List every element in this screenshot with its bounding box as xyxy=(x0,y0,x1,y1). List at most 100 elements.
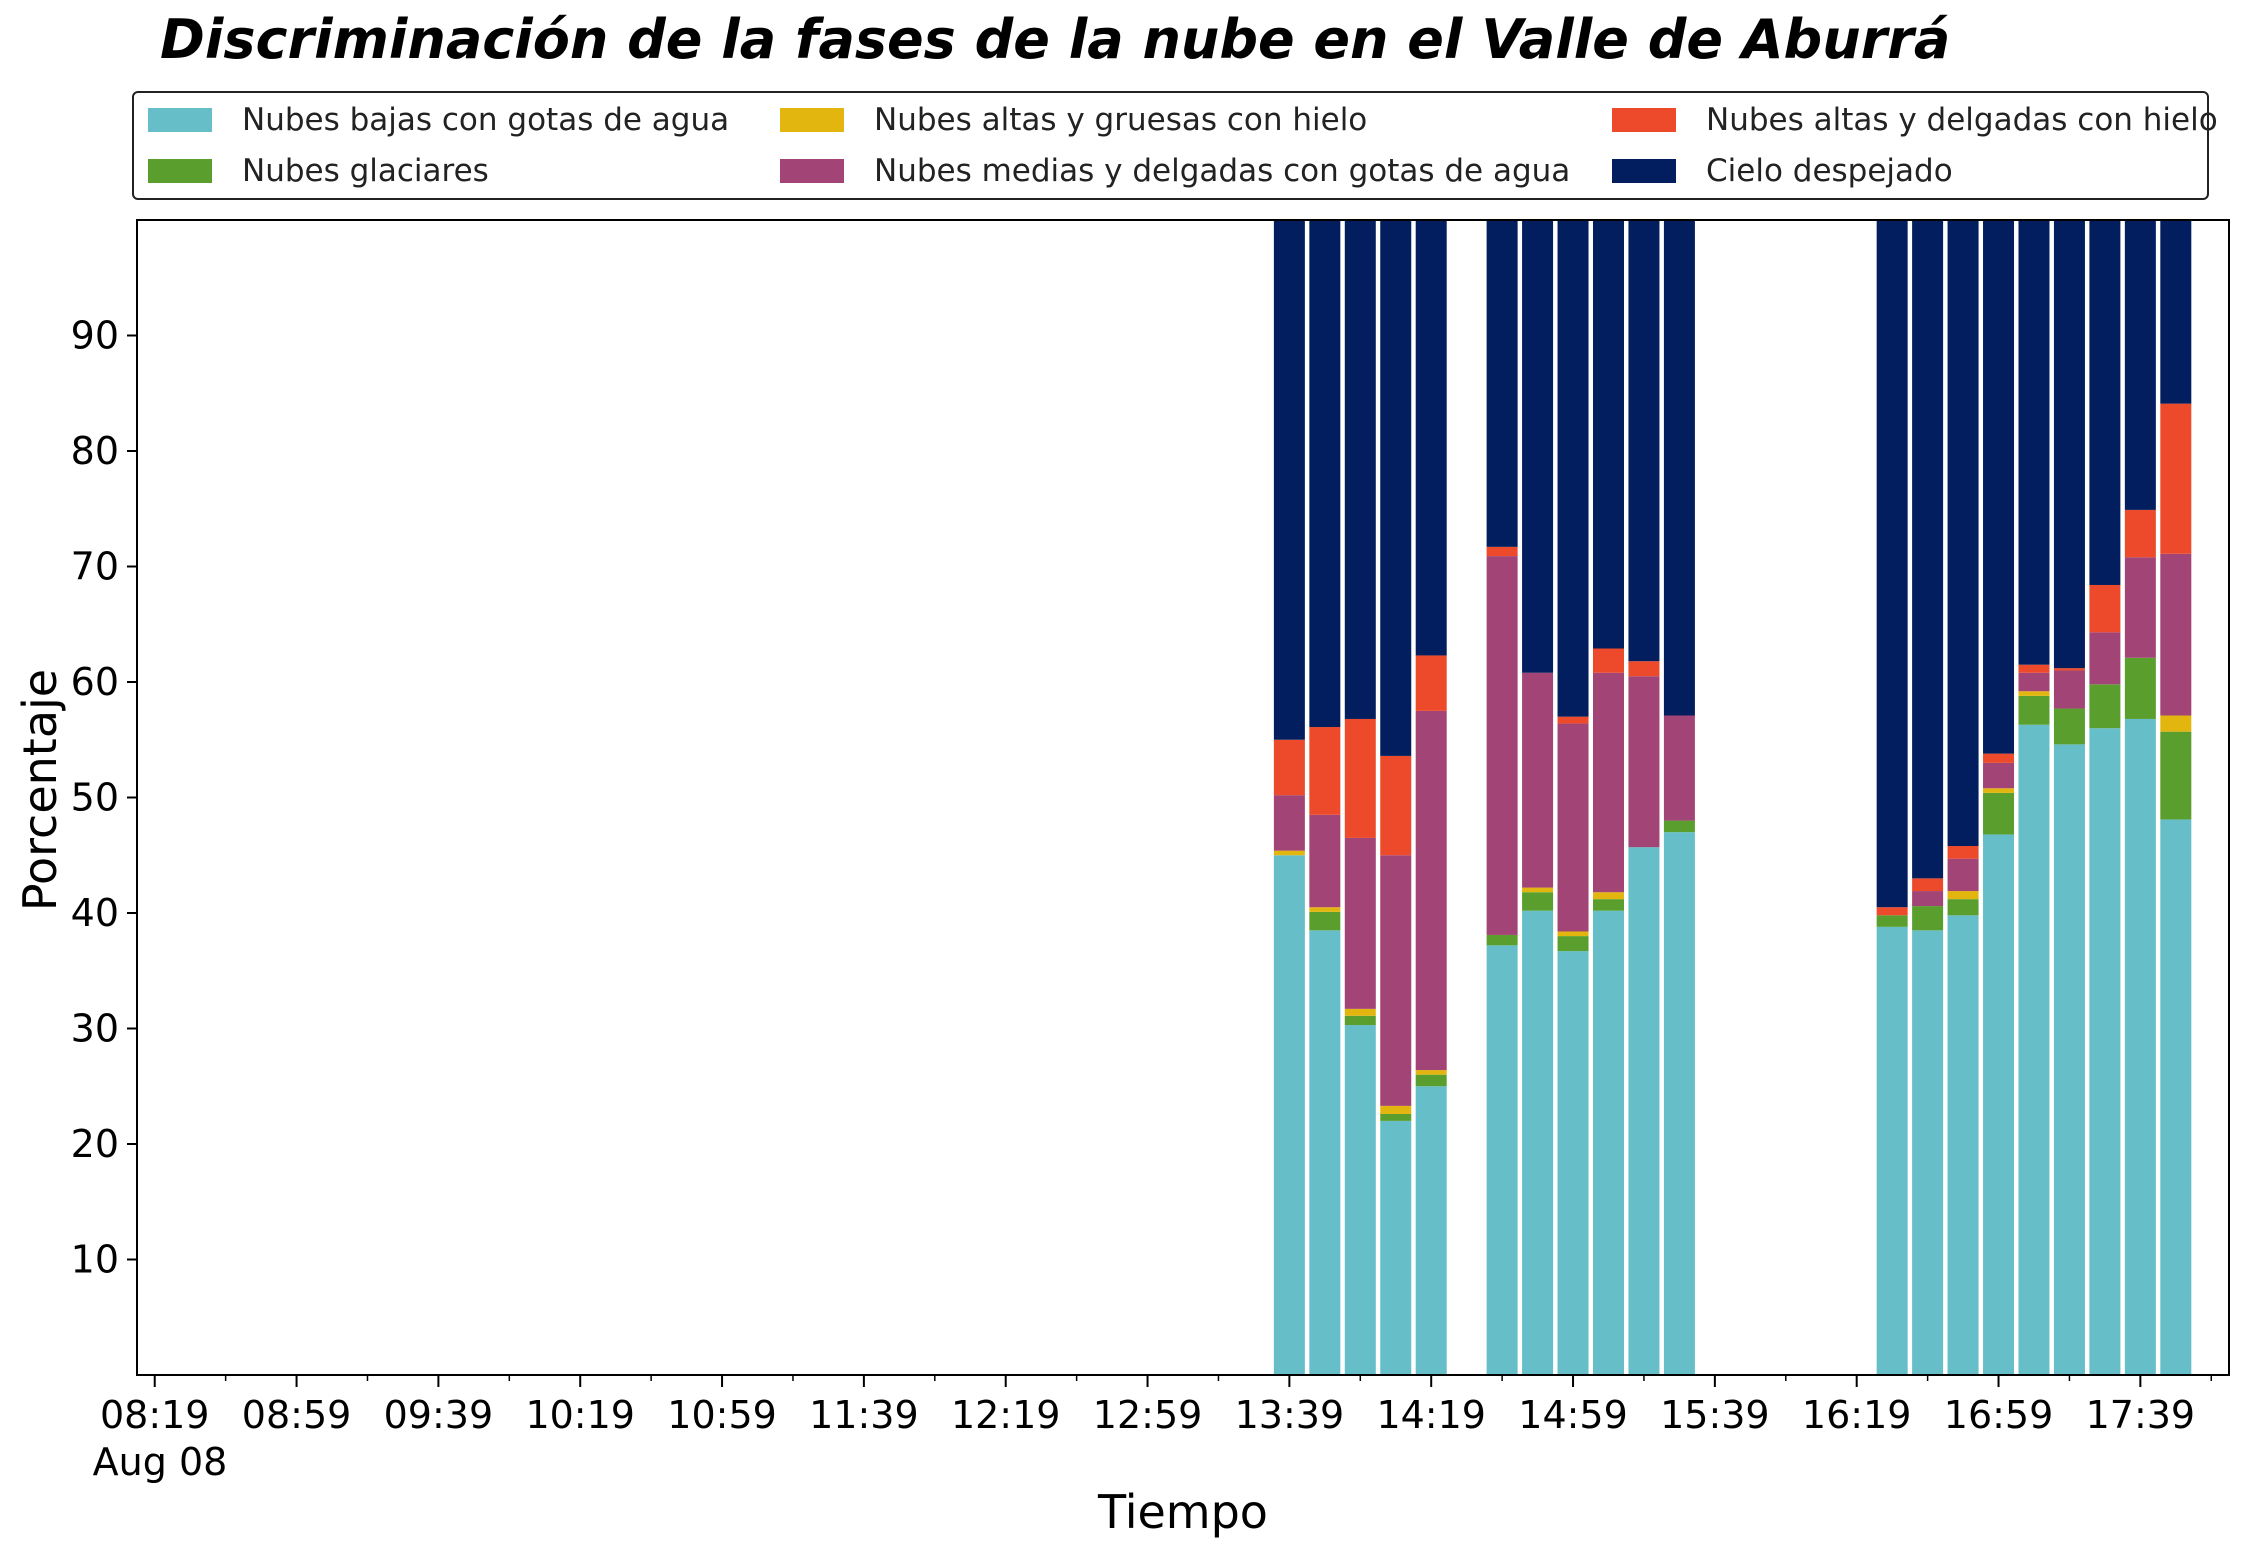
bar-segment xyxy=(1380,1120,1412,1375)
bar-segment xyxy=(1557,936,1589,952)
bar-segment xyxy=(1273,795,1305,851)
bar-segment xyxy=(1486,556,1518,935)
bar-segment xyxy=(1309,907,1341,912)
bar-segment xyxy=(1628,676,1660,848)
bar-segment xyxy=(2018,695,2050,725)
bar-segment xyxy=(1486,546,1518,557)
bar-segment xyxy=(1344,837,1376,1009)
bar-segment xyxy=(1415,220,1447,656)
legend-swatch xyxy=(780,108,844,132)
bar-segment xyxy=(2089,584,2121,633)
bar-segment xyxy=(2089,220,2121,585)
bar-segment xyxy=(1415,1074,1447,1087)
x-tick-label: 13:39 xyxy=(1235,1393,1345,1437)
bar-segment xyxy=(1876,926,1908,1375)
bar-segment xyxy=(1486,945,1518,1375)
x-tick-label: 16:59 xyxy=(1944,1393,2054,1437)
bar-segment xyxy=(1415,1086,1447,1375)
bar-segment xyxy=(2160,731,2192,820)
x-tick-label: 17:39 xyxy=(2086,1393,2196,1437)
bar-segment xyxy=(1380,855,1412,1106)
bar-segment xyxy=(1344,1015,1376,1026)
bar-segment xyxy=(1983,792,2015,835)
bar-segment xyxy=(1557,220,1589,717)
bar-segment xyxy=(1592,899,1624,911)
bar-segment xyxy=(1592,672,1624,893)
bar-segment xyxy=(1486,220,1518,547)
x-tick-label: 14:59 xyxy=(1518,1393,1628,1437)
bar-segment xyxy=(1522,887,1554,893)
bar-segment xyxy=(1522,910,1554,1375)
bar-segment xyxy=(1486,934,1518,946)
bar-segment xyxy=(1912,878,1944,892)
bar-segment xyxy=(2018,672,2050,692)
bar-segment xyxy=(2124,657,2156,719)
bar-segment xyxy=(1273,220,1305,740)
legend-label: Nubes altas y gruesas con hielo xyxy=(874,102,1368,138)
bar-segment xyxy=(2053,744,2085,1375)
bar-segment xyxy=(2160,715,2192,732)
bar-segment xyxy=(1876,915,1908,927)
y-tick-label: 10 xyxy=(71,1238,119,1282)
bar-segment xyxy=(2053,220,2085,669)
legend-label: Nubes medias y delgadas con gotas de agu… xyxy=(874,153,1571,189)
bar-segment xyxy=(2053,670,2085,709)
bar-segment xyxy=(1628,847,1660,1375)
legend-item-high-thin-ice: Nubes altas y delgadas con hielo xyxy=(1612,100,2218,140)
legend-label: Nubes bajas con gotas de agua xyxy=(242,102,730,138)
legend-label: Cielo despejado xyxy=(1706,153,1953,189)
legend-swatch xyxy=(1612,159,1676,183)
bar-segment xyxy=(1522,220,1554,673)
bar-segment xyxy=(1592,892,1624,900)
legend-label: Nubes altas y delgadas con hielo xyxy=(1706,102,2218,138)
x-axis: 08:19 08:59 09:39 10:19 10:59 11:39 12:19 12:59… xyxy=(100,1375,2213,1437)
bar-segment xyxy=(1309,727,1341,815)
x-tick-label: 08:19 xyxy=(100,1393,210,1437)
bar-segment xyxy=(1557,716,1589,724)
bar-segment xyxy=(2124,509,2156,558)
bar-segment xyxy=(1983,788,2015,793)
bar-segment xyxy=(1912,906,1944,931)
bar-segment xyxy=(1344,718,1376,838)
bar-segment xyxy=(1557,723,1589,932)
y-tick-label: 90 xyxy=(71,314,119,358)
bar-segment xyxy=(1947,846,1979,859)
bar-segment xyxy=(1344,220,1376,719)
bar-segment xyxy=(2160,403,2192,554)
bar-layer xyxy=(1273,220,2192,1375)
legend-item-high-thick-ice: Nubes altas y gruesas con hielo xyxy=(780,100,1367,140)
y-tick-label: 80 xyxy=(71,429,119,473)
y-axis-label: Porcentaje xyxy=(13,669,67,911)
legend-swatch xyxy=(148,159,212,183)
bar-segment xyxy=(1983,753,2015,763)
legend-swatch xyxy=(148,108,212,132)
y-tick-label: 40 xyxy=(71,891,119,935)
bar-segment xyxy=(1912,891,1944,907)
bar-segment xyxy=(1522,672,1554,888)
x-tick-label: 12:19 xyxy=(951,1393,1061,1437)
x-tick-label: 16:19 xyxy=(1802,1393,1912,1437)
bar-segment xyxy=(1415,710,1447,1071)
bar-segment xyxy=(1592,220,1624,649)
bar-segment xyxy=(1309,220,1341,728)
x-tick-label: 12:59 xyxy=(1093,1393,1203,1437)
x-tick-label: 08:59 xyxy=(242,1393,352,1437)
bar-segment xyxy=(1557,951,1589,1375)
bar-segment xyxy=(1380,1113,1412,1121)
bar-segment xyxy=(1663,820,1695,833)
chart-legend: Nubes bajas con gotas de agua Nubes glac… xyxy=(132,91,2218,200)
bar-segment xyxy=(1592,910,1624,1375)
bar-segment xyxy=(1912,220,1944,879)
bar-segment xyxy=(1273,855,1305,1375)
legend-item-clear-sky: Cielo despejado xyxy=(1612,151,1953,191)
bar-segment xyxy=(1628,661,1660,677)
bar-segment xyxy=(1309,911,1341,931)
x-tick-label: 14:19 xyxy=(1376,1393,1486,1437)
bar-segment xyxy=(1557,931,1589,937)
bar-segment xyxy=(1947,899,1979,916)
x-tick-label: 15:39 xyxy=(1660,1393,1770,1437)
bar-segment xyxy=(2160,220,2192,404)
bar-segment xyxy=(1380,220,1412,756)
legend-swatch xyxy=(780,159,844,183)
